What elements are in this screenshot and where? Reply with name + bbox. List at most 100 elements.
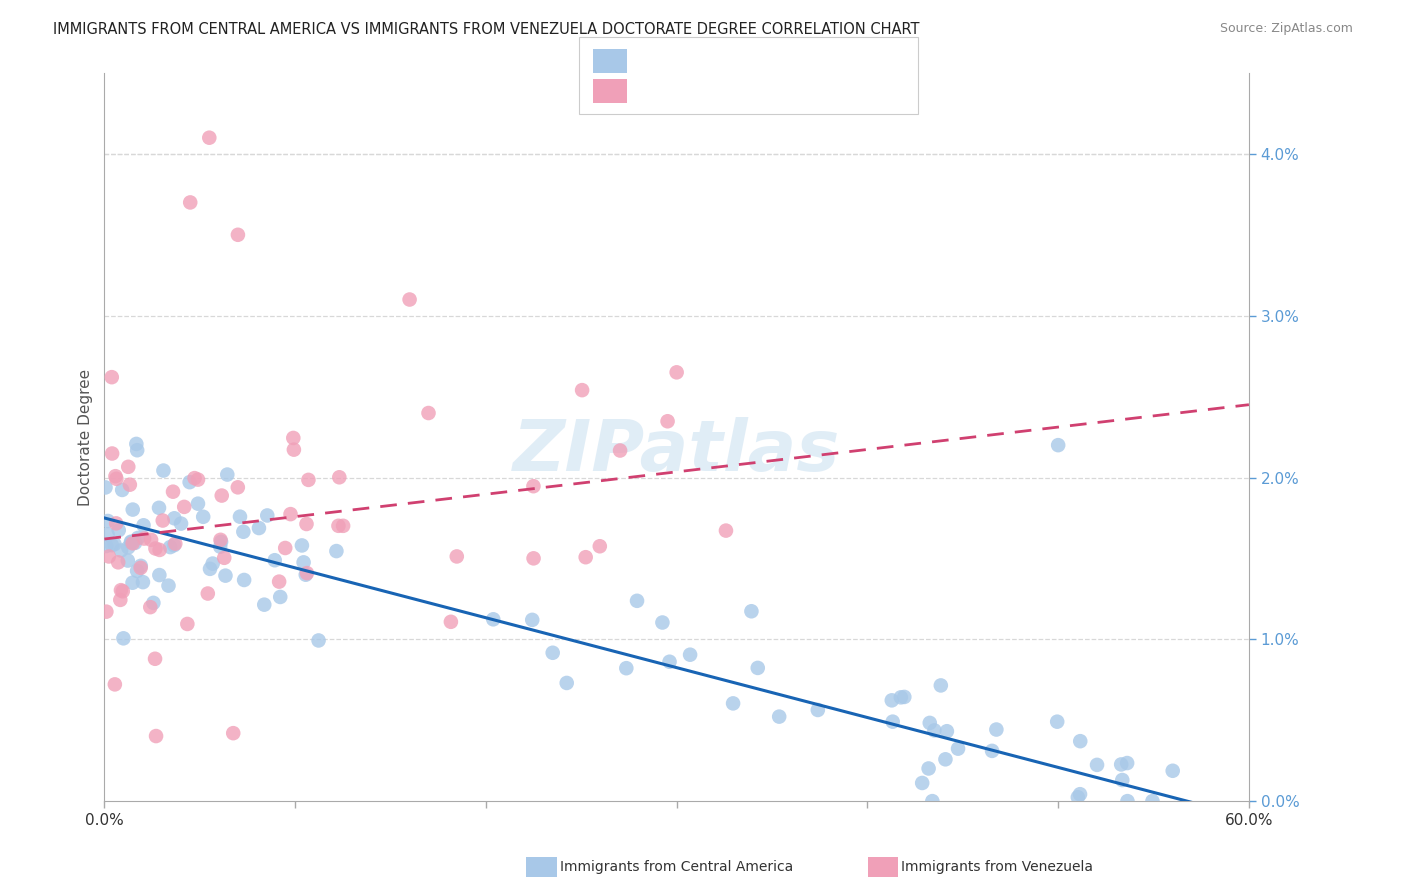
Point (142, 596, 165, 610)
Point (104, 469, 127, 483)
Point (209, 533, 232, 547)
Point (1109, 757, 1132, 772)
Point (283, 431, 305, 445)
Point (101, 446, 124, 460)
Point (398, 293, 420, 307)
Point (124, 536, 146, 550)
Point (165, 536, 187, 550)
Point (917, 762, 939, 776)
Point (269, 574, 291, 589)
Point (890, 690, 912, 705)
Point (132, 532, 155, 546)
Point (918, 715, 941, 730)
Point (291, 538, 314, 552)
Point (1047, 438, 1070, 452)
Point (807, 703, 830, 717)
Text: 95: 95 (759, 51, 782, 69)
Point (183, 471, 205, 485)
Point (880, 693, 903, 707)
Point (94, 480, 117, 494)
Point (614, 661, 637, 675)
Point (555, 676, 578, 690)
Point (721, 697, 744, 711)
Point (446, 549, 468, 564)
Text: N =: N = (731, 81, 768, 99)
Point (120, 535, 142, 549)
Point (229, 509, 252, 524)
Point (110, 593, 132, 607)
Point (1069, 734, 1091, 748)
Point (96, 539, 118, 553)
Point (332, 518, 354, 533)
Point (209, 534, 232, 549)
Point (1069, 787, 1091, 801)
Text: Source: ZipAtlas.com: Source: ZipAtlas.com (1219, 22, 1353, 36)
Point (1046, 714, 1069, 729)
Point (911, 776, 934, 790)
Point (658, 655, 681, 669)
Point (176, 617, 198, 632)
Point (1116, 794, 1139, 808)
Text: R =: R = (633, 81, 669, 99)
Point (232, 524, 254, 539)
Point (217, 467, 239, 482)
Point (121, 536, 143, 550)
Point (308, 633, 330, 648)
Point (112, 632, 135, 646)
Point (193, 509, 215, 524)
Text: Immigrants from Central America: Immigrants from Central America (560, 860, 793, 874)
Point (197, 586, 219, 600)
Point (187, 497, 209, 511)
Point (139, 600, 162, 615)
Point (111, 483, 134, 497)
Point (120, 534, 142, 549)
Point (328, 518, 350, 533)
Point (1085, 757, 1108, 772)
Point (651, 615, 673, 630)
Text: -0.671: -0.671 (662, 51, 721, 69)
Point (117, 459, 139, 474)
Point (522, 613, 544, 627)
Point (101, 538, 124, 552)
Point (127, 564, 149, 578)
Point (283, 442, 305, 457)
Point (247, 521, 270, 535)
Point (104, 677, 127, 691)
Point (986, 723, 1008, 737)
Point (117, 553, 139, 567)
Point (226, 227, 249, 242)
Point (111, 584, 134, 599)
Point (97, 514, 120, 528)
Point (274, 541, 297, 555)
Point (522, 479, 544, 493)
Point (159, 540, 181, 554)
Point (211, 489, 233, 503)
Point (129, 561, 152, 575)
Point (100, 370, 122, 384)
Point (440, 615, 463, 629)
Point (657, 414, 679, 428)
Point (609, 443, 631, 458)
Point (152, 464, 174, 478)
Point (97, 549, 120, 564)
Point (575, 550, 598, 565)
Point (157, 579, 180, 593)
Point (129, 558, 152, 573)
Point (882, 714, 904, 729)
Point (929, 678, 952, 692)
Point (110, 583, 132, 598)
Point (589, 539, 612, 553)
Text: R =: R = (633, 51, 669, 69)
Point (280, 507, 302, 521)
Point (541, 646, 564, 660)
Point (198, 130, 221, 145)
Point (121, 575, 143, 590)
Point (201, 557, 224, 571)
Point (571, 383, 593, 397)
Point (1142, 794, 1164, 808)
Point (127, 531, 149, 545)
Point (143, 652, 166, 666)
Point (921, 794, 943, 808)
Point (125, 437, 148, 451)
Point (418, 406, 440, 420)
